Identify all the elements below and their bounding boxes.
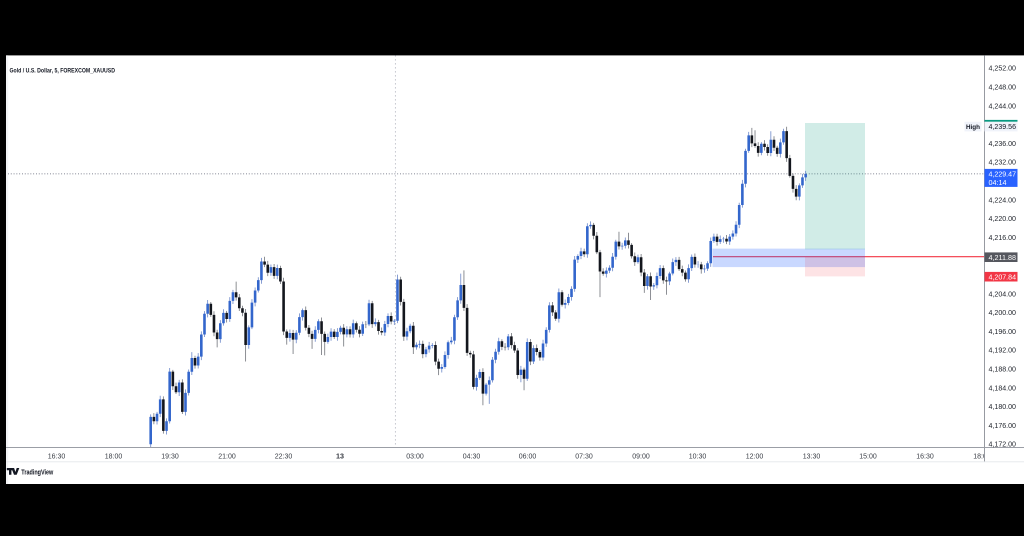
- svg-text:4,220.00: 4,220.00: [989, 214, 1017, 223]
- svg-text:07:30: 07:30: [575, 452, 593, 461]
- svg-text:13: 13: [336, 452, 344, 461]
- svg-text:15:00: 15:00: [859, 452, 877, 461]
- svg-text:4,172.00: 4,172.00: [989, 440, 1017, 449]
- svg-text:4,207.84: 4,207.84: [989, 272, 1017, 281]
- svg-text:Gold / U.S. Dollar, 5, FOREXCO: Gold / U.S. Dollar, 5, FOREXCOM_XAUUSD: [10, 67, 116, 74]
- svg-text:4,239.56: 4,239.56: [989, 122, 1017, 131]
- svg-text:4,211.88: 4,211.88: [989, 253, 1017, 262]
- svg-text:4,200.00: 4,200.00: [989, 308, 1017, 317]
- svg-text:18:00: 18:00: [973, 452, 991, 461]
- svg-text:4,252.00: 4,252.00: [989, 64, 1017, 73]
- svg-text:4,236.00: 4,236.00: [989, 139, 1017, 148]
- svg-text:12:00: 12:00: [746, 452, 764, 461]
- svg-text:06:00: 06:00: [519, 452, 537, 461]
- svg-text:4,248.00: 4,248.00: [989, 83, 1017, 92]
- svg-text:4,224.00: 4,224.00: [989, 195, 1017, 204]
- svg-text:16:30: 16:30: [48, 452, 66, 461]
- svg-text:4,232.00: 4,232.00: [989, 158, 1017, 167]
- svg-text:4,180.00: 4,180.00: [989, 402, 1017, 411]
- svg-text:09:00: 09:00: [632, 452, 650, 461]
- svg-text:4,188.00: 4,188.00: [989, 365, 1017, 374]
- svg-text:22:30: 22:30: [275, 452, 293, 461]
- svg-text:10:30: 10:30: [689, 452, 707, 461]
- svg-text:13:30: 13:30: [803, 452, 821, 461]
- svg-text:High: High: [966, 124, 980, 131]
- svg-text:04:30: 04:30: [463, 452, 481, 461]
- svg-text:19:30: 19:30: [161, 452, 179, 461]
- svg-text:4,176.00: 4,176.00: [989, 421, 1017, 430]
- svg-text:04:14: 04:14: [989, 178, 1007, 187]
- svg-text:TradingView: TradingView: [21, 469, 54, 476]
- svg-text:4,196.00: 4,196.00: [989, 327, 1017, 336]
- svg-text:16:30: 16:30: [916, 452, 934, 461]
- svg-text:4,184.00: 4,184.00: [989, 383, 1017, 392]
- svg-text:4,216.00: 4,216.00: [989, 233, 1017, 242]
- svg-text:18:00: 18:00: [105, 452, 123, 461]
- svg-text:4,244.00: 4,244.00: [989, 101, 1017, 110]
- svg-text:4,192.00: 4,192.00: [989, 346, 1017, 355]
- svg-text:4,229.47: 4,229.47: [989, 169, 1017, 178]
- svg-text:4,204.00: 4,204.00: [989, 289, 1017, 298]
- svg-text:21:00: 21:00: [218, 452, 236, 461]
- svg-text:03:00: 03:00: [406, 452, 424, 461]
